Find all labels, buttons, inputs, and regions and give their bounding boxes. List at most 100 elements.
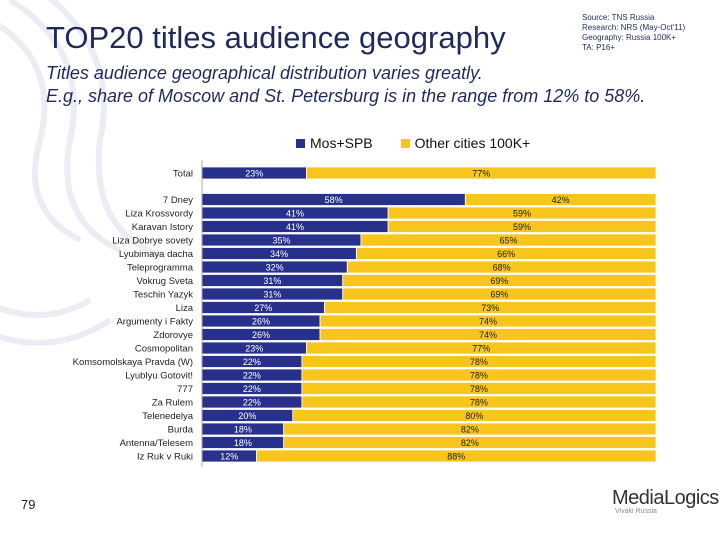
data-label-mos-spb: 31% [263, 290, 281, 300]
data-label-other-cities: 78% [470, 371, 488, 381]
source-line: Research: NRS (May-Oct'11) [582, 23, 686, 32]
subtitle-line: Titles audience geographical distributio… [46, 63, 483, 83]
data-label-mos-spb: 22% [243, 398, 261, 408]
data-label-mos-spb: 12% [220, 452, 238, 462]
bar-other-cities [342, 274, 657, 287]
data-label-mos-spb: 35% [272, 236, 290, 246]
data-label-other-cities: 68% [493, 263, 511, 273]
category-label: Liza Krossvordy [125, 209, 193, 220]
category-label: Telenedelya [142, 411, 193, 422]
data-label-other-cities: 77% [472, 344, 490, 354]
category-label: Komsomolskaya Pravda (W) [73, 357, 193, 368]
category-label: Burda [168, 425, 194, 436]
data-label-mos-spb: 32% [266, 263, 284, 273]
legend-label: Other cities 100K+ [414, 135, 531, 151]
data-label-other-cities: 73% [481, 303, 499, 313]
category-label: Vokrug Sveta [136, 276, 193, 287]
data-label-other-cities: 82% [461, 438, 479, 448]
legend-item-other-cities: Other cities 100K+ [400, 135, 531, 151]
category-label: Argumenty i Fakty [116, 317, 193, 328]
category-label: Liza [176, 303, 194, 314]
legend-item-mos-spb: Mos+SPB [296, 135, 373, 151]
logo-name: MediaLogics [612, 487, 719, 509]
data-label-other-cities: 78% [470, 384, 488, 394]
data-label-other-cities: 42% [552, 195, 570, 205]
source-line: TA: P16+ [582, 43, 615, 52]
category-label: Karavan Istory [132, 222, 193, 233]
page-number: 79 [21, 497, 36, 512]
category-label: Lyubimaya dacha [119, 249, 194, 260]
category-label: 7 Dney [163, 195, 193, 206]
source-line: Source: TNS Russia [582, 13, 655, 22]
category-label: Teschin Yazyk [133, 290, 193, 301]
data-label-mos-spb: 23% [245, 344, 263, 354]
bar-other-cities [301, 382, 657, 395]
data-label-mos-spb: 20% [238, 411, 256, 421]
data-label-other-cities: 77% [472, 169, 490, 179]
data-label-other-cities: 66% [497, 249, 515, 259]
data-label-mos-spb: 26% [252, 317, 270, 327]
bar-other-cities [256, 449, 657, 463]
data-label-mos-spb: 22% [243, 357, 261, 367]
bar-other-cities [346, 260, 657, 274]
category-label: Antenna/Telesem [120, 438, 193, 449]
data-label-other-cities: 74% [479, 317, 497, 327]
data-label-mos-spb: 22% [243, 371, 261, 381]
data-label-other-cities: 74% [479, 330, 497, 340]
bar-other-cities [301, 355, 657, 368]
bar-other-cities [306, 166, 657, 180]
bar-other-cities [292, 409, 657, 422]
data-label-other-cities: 69% [490, 276, 508, 286]
category-label: Total [173, 169, 193, 180]
data-label-other-cities: 88% [447, 452, 465, 462]
data-label-mos-spb: 18% [234, 438, 252, 448]
data-label-other-cities: 80% [465, 411, 483, 421]
category-label: Cosmopolitan [135, 344, 193, 355]
data-label-mos-spb: 27% [254, 303, 272, 313]
bar-other-cities [283, 436, 657, 449]
data-label-mos-spb: 58% [325, 195, 343, 205]
subtitle-line: E.g., share of Moscow and St. Petersburg… [46, 86, 646, 106]
source-line: Geography: Russia 100K+ [582, 33, 677, 42]
page-subtitle: Titles audience geographical distributio… [46, 62, 645, 108]
bar-other-cities [319, 314, 657, 328]
medialogics-logo: MediaLogics Vivaki Russia [612, 487, 719, 515]
data-label-other-cities: 78% [470, 357, 488, 367]
data-label-mos-spb: 26% [252, 330, 270, 340]
category-label: 777 [177, 384, 193, 395]
bar-other-cities [355, 247, 657, 260]
data-label-mos-spb: 41% [286, 209, 304, 219]
category-label: Iz Ruk v Ruki [137, 452, 193, 463]
category-label: Lyublyu Gotovit! [125, 371, 193, 382]
category-label: Za Rulem [152, 398, 193, 409]
data-label-mos-spb: 34% [270, 249, 288, 259]
bar-other-cities [306, 341, 657, 355]
bar-other-cities [301, 368, 657, 382]
legend-swatch-mos-spb [296, 138, 305, 148]
data-label-other-cities: 65% [499, 236, 517, 246]
chart-legend: Mos+SPB Other cities 100K+ [296, 135, 558, 151]
source-note: Source: TNS Russia Research: NRS (May-Oc… [582, 13, 685, 53]
bar-other-cities [464, 193, 657, 206]
bar-other-cities [301, 395, 657, 409]
data-label-other-cities: 59% [513, 222, 531, 232]
bar-other-cities [387, 220, 657, 233]
category-label: Teleprogramma [127, 263, 194, 274]
data-label-mos-spb: 18% [234, 425, 252, 435]
data-label-other-cities: 59% [513, 209, 531, 219]
bar-other-cities [387, 206, 657, 220]
data-label-other-cities: 69% [490, 290, 508, 300]
category-label: Zdorovye [153, 330, 193, 341]
logo-tagline: Vivaki Russia [615, 508, 657, 515]
bar-other-cities [324, 301, 657, 314]
data-label-mos-spb: 41% [286, 222, 304, 232]
legend-label: Mos+SPB [310, 135, 373, 151]
bar-other-cities [360, 233, 657, 247]
bar-other-cities [319, 328, 657, 341]
data-label-mos-spb: 22% [243, 384, 261, 394]
page-title: TOP20 titles audience geography [46, 20, 506, 55]
data-label-mos-spb: 23% [245, 169, 263, 179]
bar-other-cities [342, 287, 657, 301]
